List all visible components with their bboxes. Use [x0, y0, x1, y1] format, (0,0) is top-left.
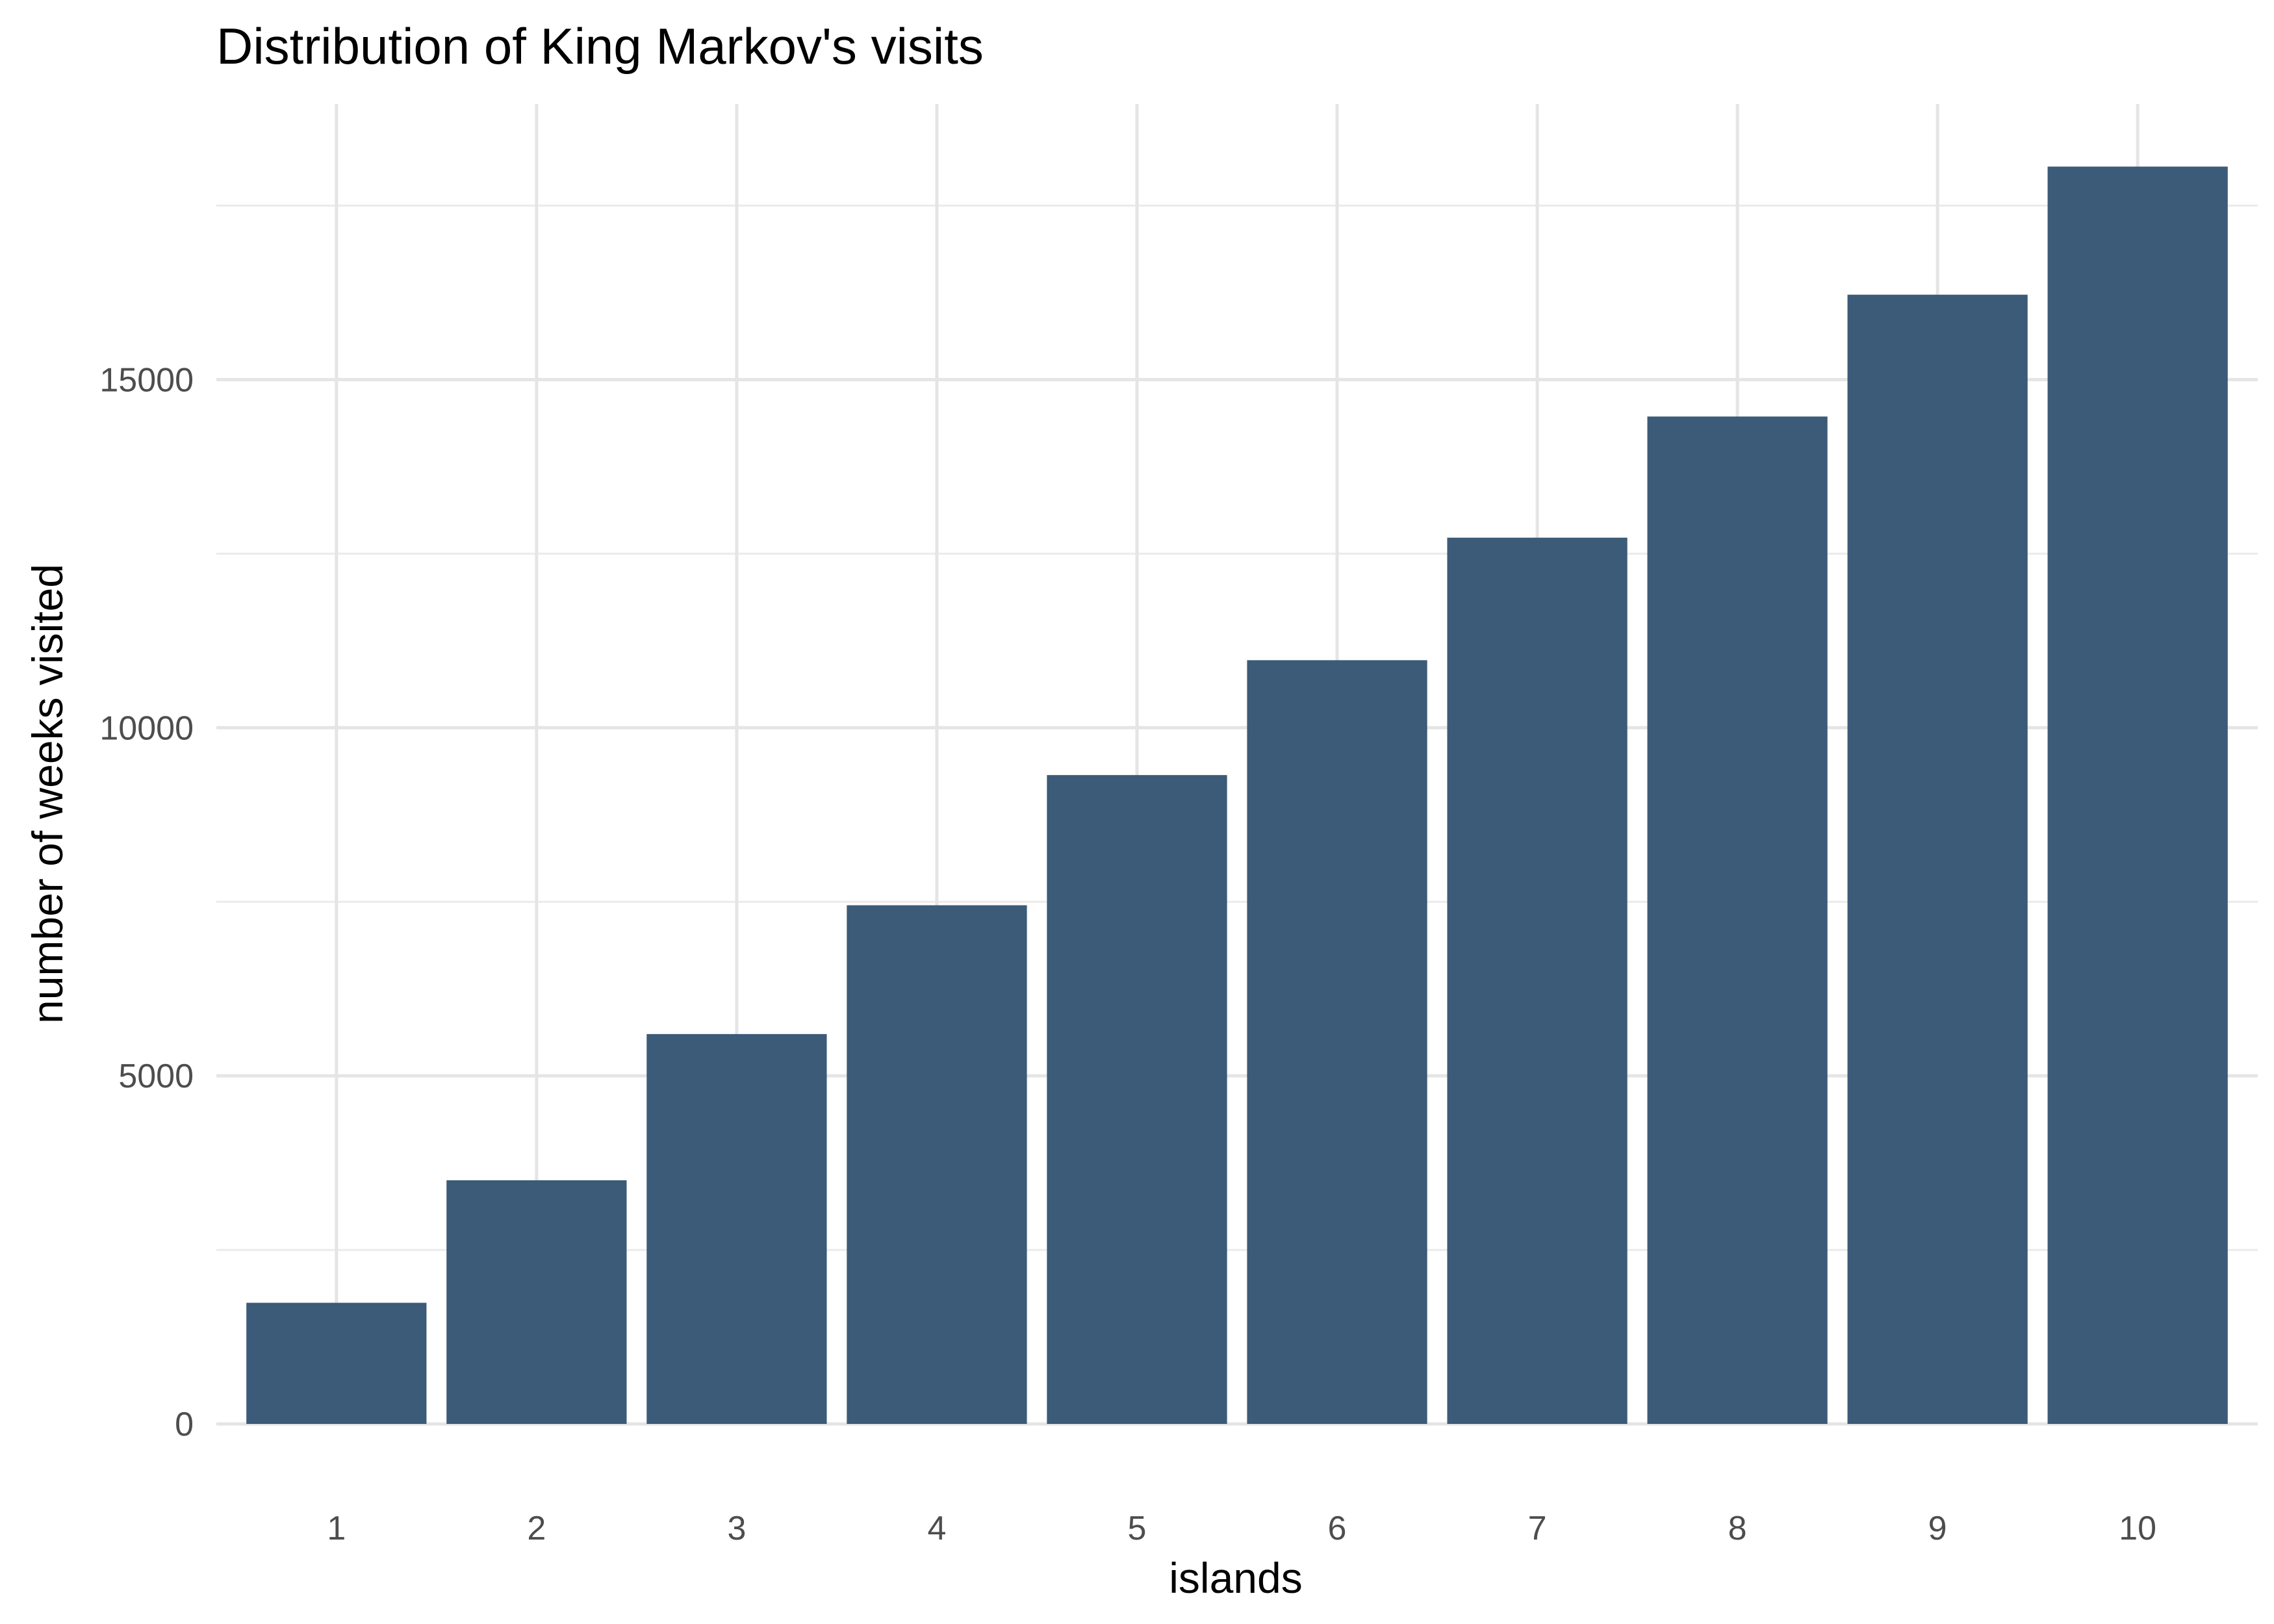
x-tick-label: 2 [527, 1510, 546, 1547]
x-tick-label: 5 [1128, 1510, 1147, 1547]
y-tick-label: 5000 [118, 1058, 194, 1095]
x-tick-label: 8 [1728, 1510, 1747, 1547]
bar [646, 1034, 827, 1424]
x-tick-label: 3 [727, 1510, 746, 1547]
x-tick-label: 6 [1328, 1510, 1347, 1547]
bars [246, 166, 2228, 1424]
y-tick-label: 0 [175, 1406, 194, 1443]
tick-labels: 0 5000 10000 15000 1 2 3 4 5 6 7 8 9 10 [99, 361, 2156, 1547]
x-tick-label: 1 [327, 1510, 346, 1547]
bar [847, 905, 1027, 1424]
bar [2047, 166, 2228, 1424]
bar [246, 1302, 427, 1424]
bar [1247, 660, 1427, 1424]
bar [1447, 537, 1628, 1424]
y-tick-label: 15000 [99, 361, 194, 399]
bar [1847, 294, 2028, 1424]
x-tick-label: 10 [2119, 1510, 2156, 1547]
x-tick-label: 9 [1928, 1510, 1947, 1547]
y-tick-label: 10000 [99, 709, 194, 747]
x-axis-title: islands [1169, 1554, 1302, 1602]
bar [1647, 416, 1828, 1424]
bar [1047, 775, 1227, 1424]
chart-title: Distribution of King Markov's visits [216, 18, 984, 75]
y-axis-title: number of weeks visited [23, 564, 71, 1024]
x-tick-label: 4 [927, 1510, 946, 1547]
x-tick-label: 7 [1528, 1510, 1547, 1547]
bar [446, 1180, 627, 1424]
